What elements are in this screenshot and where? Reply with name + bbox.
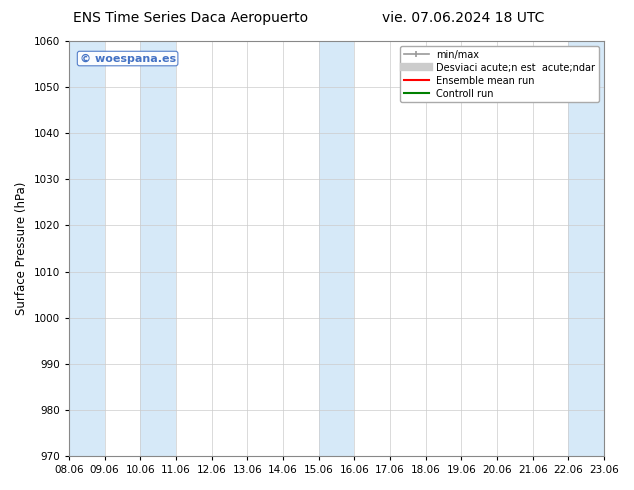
Bar bbox=[69, 41, 105, 456]
Text: ENS Time Series Daca Aeropuerto: ENS Time Series Daca Aeropuerto bbox=[73, 11, 307, 25]
Bar bbox=[140, 41, 176, 456]
Text: © woespana.es: © woespana.es bbox=[79, 53, 176, 64]
Bar bbox=[569, 41, 604, 456]
Text: vie. 07.06.2024 18 UTC: vie. 07.06.2024 18 UTC bbox=[382, 11, 544, 25]
Bar bbox=[319, 41, 354, 456]
Legend: min/max, Desviaci acute;n est  acute;ndar, Ensemble mean run, Controll run: min/max, Desviaci acute;n est acute;ndar… bbox=[401, 46, 599, 102]
Y-axis label: Surface Pressure (hPa): Surface Pressure (hPa) bbox=[15, 182, 28, 315]
